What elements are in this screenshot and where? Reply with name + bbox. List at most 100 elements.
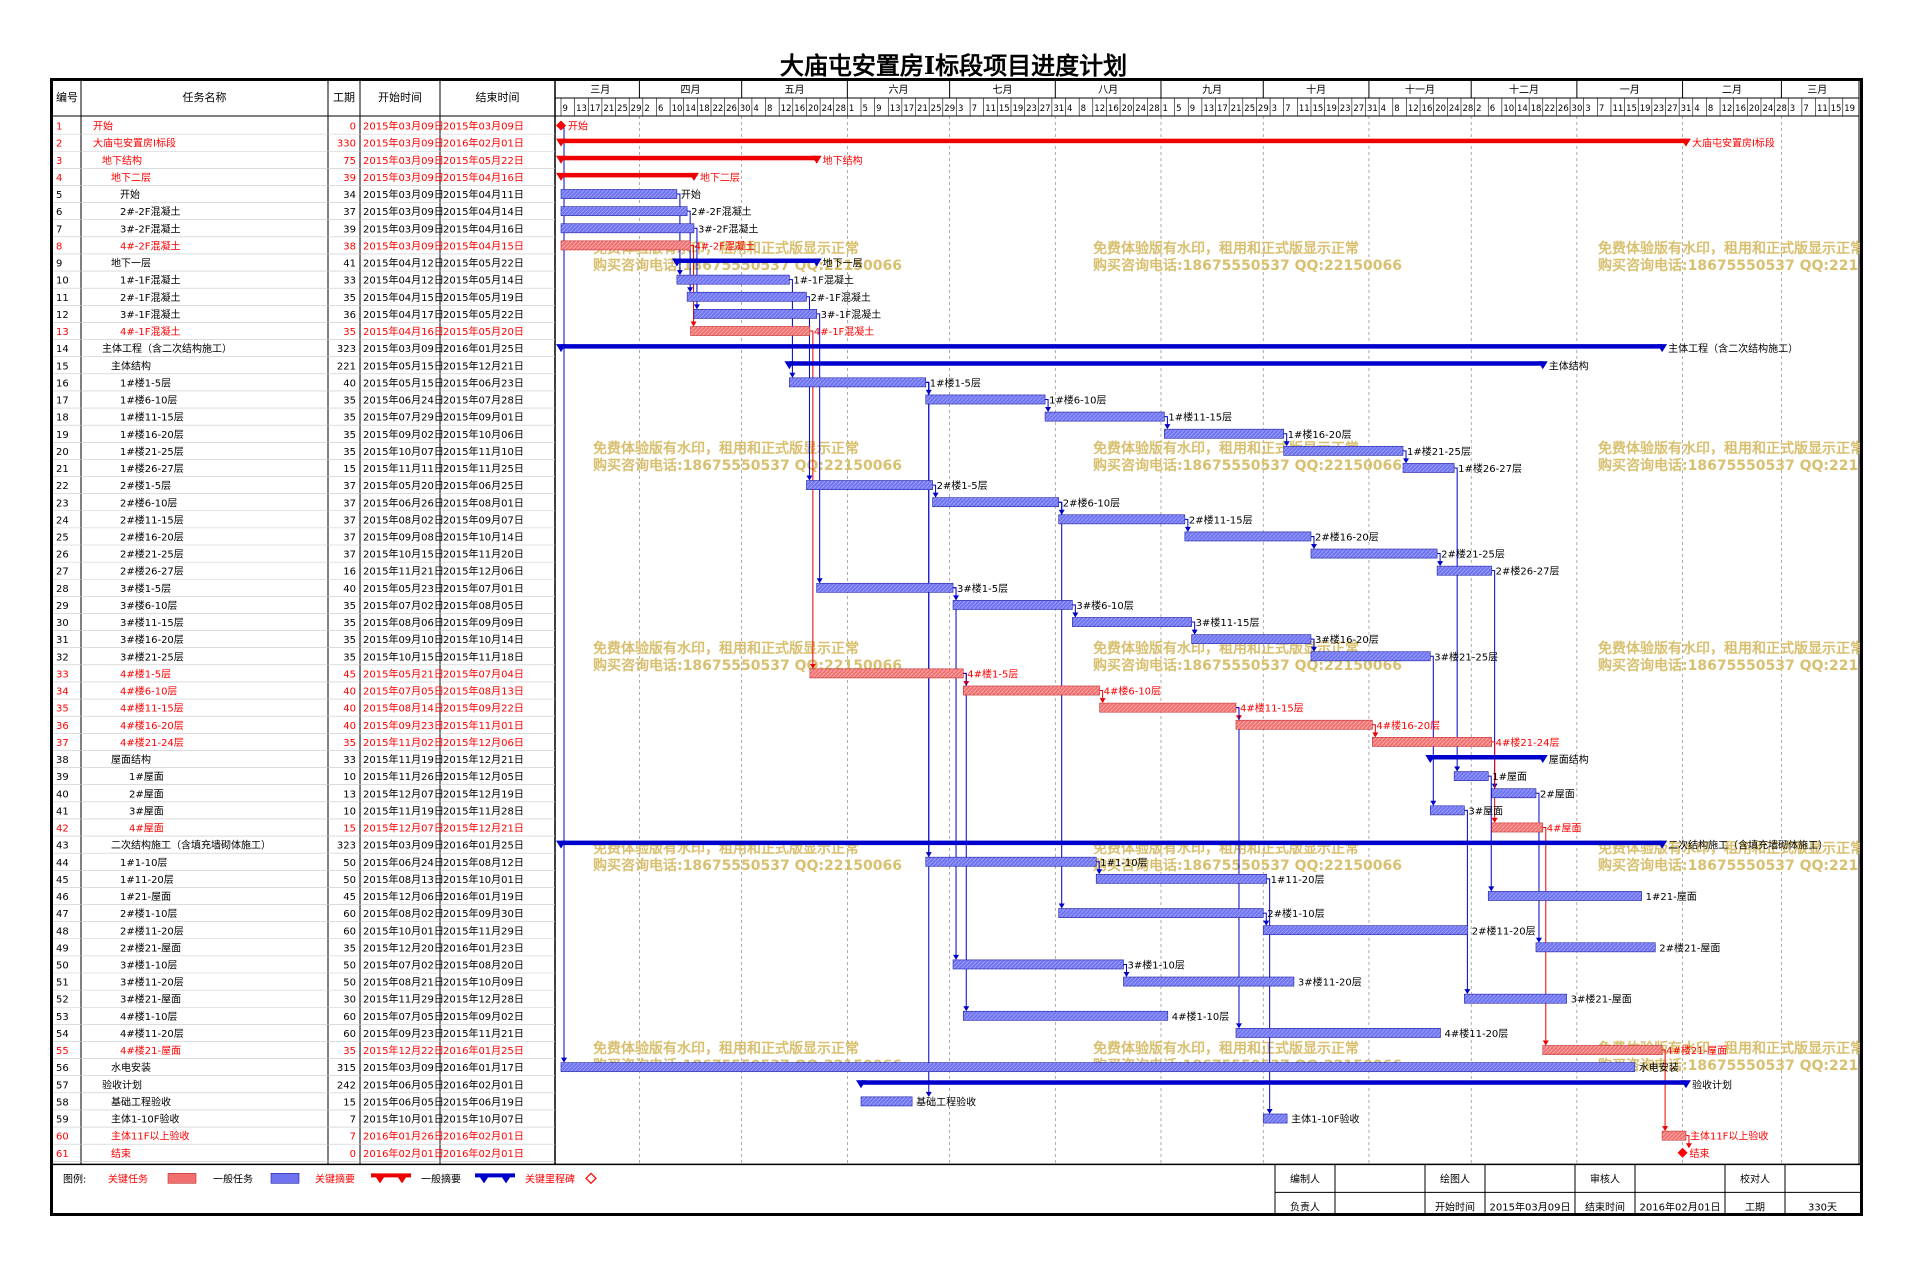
summary-bar xyxy=(561,840,1663,846)
task-end: 2015年12月19日 xyxy=(443,787,524,800)
task-duration: 40 xyxy=(343,687,356,698)
watermark-text: 购买咨询电话:18675550537 QQ:22150066 xyxy=(593,457,902,474)
task-end: 2015年11月01日 xyxy=(443,719,524,732)
task-start: 2015年03月09日 xyxy=(363,137,444,150)
task-bar-label: 4#楼11-20层 xyxy=(1445,1027,1509,1040)
task-duration: 323 xyxy=(337,344,356,355)
day-tick-label: 5 xyxy=(1176,104,1181,114)
header-dur: 工期 xyxy=(333,91,355,104)
task-duration: 35 xyxy=(343,430,356,441)
task-start: 2015年11月19日 xyxy=(363,804,444,817)
day-tick-label: 12 xyxy=(1094,104,1105,114)
task-start: 2015年05月15日 xyxy=(363,376,444,389)
task-bar-label: 3#楼21-25层 xyxy=(1434,650,1498,663)
task-end: 2015年05月19日 xyxy=(443,291,524,304)
dependency-link xyxy=(1372,724,1376,736)
day-tick-label: 25 xyxy=(1244,104,1255,114)
task-name: 4#-1F混凝土 xyxy=(120,325,180,338)
task-duration: 35 xyxy=(343,1046,356,1057)
legend-normal-task: 一般任务 xyxy=(213,1172,253,1185)
task-bar xyxy=(1661,1130,1687,1141)
watermark-text: 免费体验版有水印，租用和正式版显示正常 xyxy=(593,440,859,457)
task-id: 51 xyxy=(56,978,69,989)
task-id: 59 xyxy=(56,1115,69,1126)
dependency-link xyxy=(789,279,793,376)
task-end: 2015年11月10日 xyxy=(443,445,524,458)
watermark-text: 免费体验版有水印，租用和正式版显示正常 xyxy=(593,640,859,657)
month-label: 六月 xyxy=(888,84,908,96)
dependency-arrow xyxy=(809,663,816,669)
task-duration: 30 xyxy=(343,995,356,1006)
task-end: 2015年06月23日 xyxy=(443,376,524,389)
watermark-text: 购买咨询电话:18675550537 QQ:22150066 xyxy=(1093,457,1402,474)
day-tick-label: 8 xyxy=(1081,104,1086,114)
day-tick-label: 29 xyxy=(944,104,955,114)
task-bar-label: 1#楼6-10层 xyxy=(1049,394,1106,407)
task-end: 2015年04月16日 xyxy=(443,171,524,184)
task-bar xyxy=(1402,463,1455,473)
dependency-link xyxy=(1464,809,1468,993)
day-tick-label: 19 xyxy=(1640,104,1651,114)
task-bar-label: 3#楼1-10层 xyxy=(1127,959,1184,972)
task-bar-label: 结束 xyxy=(1690,1147,1710,1160)
task-bar xyxy=(560,206,688,217)
task-bar-label: 4#-1F混凝土 xyxy=(814,325,874,338)
dependency-link xyxy=(1058,501,1063,907)
task-id: 18 xyxy=(56,413,69,424)
task-id: 44 xyxy=(56,858,69,869)
dependency-link xyxy=(953,587,957,958)
task-id: 8 xyxy=(56,241,62,252)
dependency-arrow xyxy=(953,954,960,960)
task-bar xyxy=(686,291,807,302)
task-end: 2015年09月07日 xyxy=(443,513,524,526)
task-end: 2015年12月28日 xyxy=(443,993,524,1006)
task-duration: 35 xyxy=(343,635,356,646)
task-duration: 41 xyxy=(343,259,356,270)
task-start: 2015年08月21日 xyxy=(363,976,444,989)
task-name: 主体结构 xyxy=(111,359,151,372)
task-bar xyxy=(1044,411,1165,422)
task-id: 45 xyxy=(56,875,69,886)
task-bar-label: 2#-2F混凝土 xyxy=(691,205,751,218)
day-tick-label: 8 xyxy=(767,104,772,114)
day-tick-label: 3 xyxy=(1585,104,1590,114)
watermark-text: 购买咨询电话:18675550537 QQ:22150066 xyxy=(1598,457,1860,474)
task-bar xyxy=(560,223,695,234)
task-name: 大庙屯安置房Ⅰ标段 xyxy=(93,137,176,150)
summary-bar-end-cap xyxy=(811,155,822,164)
task-start: 2015年12月06日 xyxy=(363,890,444,903)
task-bar-label: 4#楼21-屋面 xyxy=(1666,1044,1727,1057)
task-duration: 50 xyxy=(343,961,356,972)
task-id: 4 xyxy=(56,173,62,184)
task-end: 2015年09月30日 xyxy=(443,907,524,920)
task-end: 2015年12月21日 xyxy=(443,822,524,835)
task-start: 2015年03月09日 xyxy=(363,188,444,201)
task-end: 2015年11月25日 xyxy=(443,462,524,475)
task-id: 12 xyxy=(56,310,69,321)
task-start: 2015年11月11日 xyxy=(363,462,444,475)
task-end: 2015年12月05日 xyxy=(443,770,524,783)
task-name: 1#楼21-25层 xyxy=(120,445,184,458)
watermark-text: 购买咨询电话:18675550537 QQ:22150066 xyxy=(1093,657,1402,674)
task-duration: 35 xyxy=(343,293,356,304)
task-name: 2#-2F混凝土 xyxy=(120,205,180,218)
task-bar-label: 2#屋面 xyxy=(1540,788,1575,800)
task-duration: 40 xyxy=(343,704,356,715)
task-id: 1 xyxy=(56,122,62,133)
dependency-arrow xyxy=(1283,441,1290,447)
task-bar-label: 2#楼26-27层 xyxy=(1496,565,1560,578)
task-start: 2015年06月05日 xyxy=(363,1095,444,1108)
task-name: 4#楼16-20层 xyxy=(120,719,184,732)
day-tick-label: 5 xyxy=(862,104,867,114)
task-bar xyxy=(1372,737,1492,747)
day-tick-label: 12 xyxy=(1408,104,1419,114)
task-name: 3#-2F混凝土 xyxy=(120,222,180,235)
watermark-text: 购买咨询电话:18675550537 QQ:22150066 xyxy=(1598,1057,1860,1074)
task-duration: 37 xyxy=(343,498,356,509)
task-id: 36 xyxy=(56,721,69,732)
task-bar-label: 地下二层 xyxy=(700,171,740,184)
task-id: 37 xyxy=(56,738,69,749)
task-end: 2015年10月07日 xyxy=(443,1113,524,1126)
month-label: 三月 xyxy=(1807,84,1827,96)
task-id: 16 xyxy=(56,378,69,389)
